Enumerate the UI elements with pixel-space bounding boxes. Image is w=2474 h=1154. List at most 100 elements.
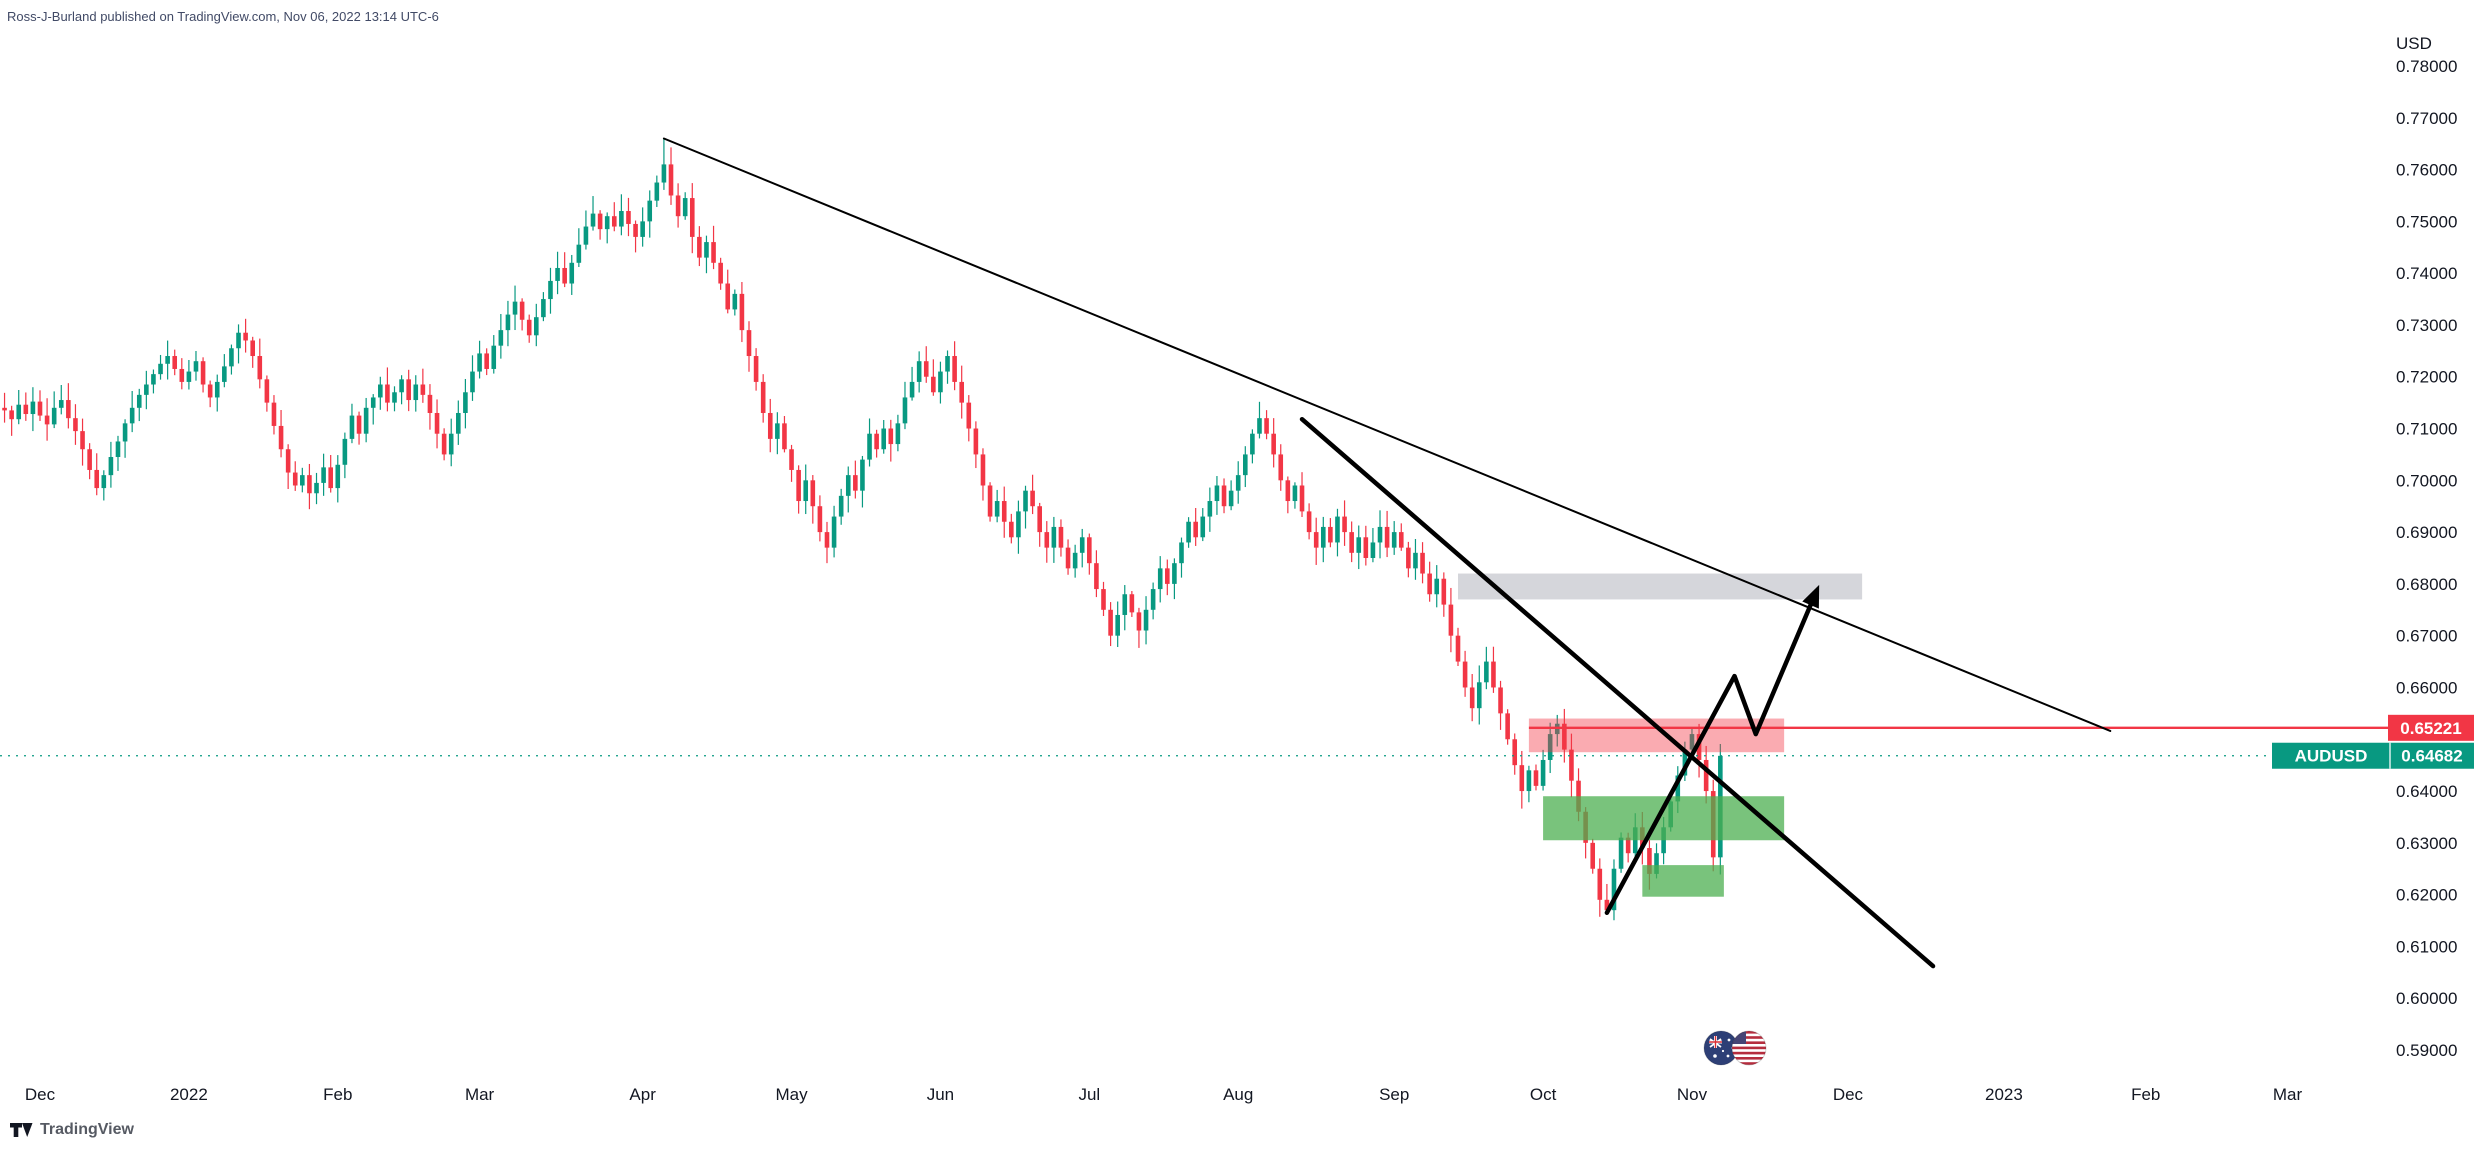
candle-body xyxy=(668,164,674,196)
candle-body xyxy=(300,475,305,486)
y-axis-tick-label: 0.67000 xyxy=(2396,627,2457,646)
candle-body xyxy=(916,361,922,382)
candle-body xyxy=(1342,516,1347,533)
candle-body xyxy=(597,213,603,230)
candle-body xyxy=(796,469,801,502)
candle-body xyxy=(236,332,241,349)
candle-body xyxy=(285,449,291,473)
y-axis-tick-label: 0.71000 xyxy=(2396,420,2457,439)
candle-body xyxy=(441,433,447,455)
candle-body xyxy=(803,480,809,502)
candle-body xyxy=(484,353,489,369)
candle-body xyxy=(1611,868,1617,911)
candle-body xyxy=(172,356,178,369)
candle-body xyxy=(1023,490,1028,512)
candle-body xyxy=(569,262,575,284)
candle-body xyxy=(477,353,482,372)
candle-body xyxy=(952,356,957,382)
candle-body xyxy=(661,164,667,183)
candle-body xyxy=(129,407,135,424)
candle-body xyxy=(1122,594,1128,615)
candle-body xyxy=(782,423,787,450)
y-axis-tick-label: 0.78000 xyxy=(2396,57,2457,76)
quote-currency-label: USD xyxy=(2396,34,2432,53)
candle-body xyxy=(817,506,823,533)
candle-body xyxy=(1094,563,1099,590)
candle-body xyxy=(1363,537,1369,558)
candle-body xyxy=(1257,418,1262,434)
candle-body xyxy=(1221,485,1227,507)
candle-body xyxy=(1427,573,1432,595)
candle-body xyxy=(619,211,624,227)
candle-body xyxy=(101,475,107,489)
candle-body xyxy=(1320,526,1326,548)
candle-body xyxy=(491,345,497,369)
candle-body xyxy=(1604,899,1610,911)
y-axis-tick-label: 0.73000 xyxy=(2396,316,2457,335)
candle-body xyxy=(1476,682,1482,709)
y-axis-tick-label: 0.69000 xyxy=(2396,523,2457,542)
candle-body xyxy=(1065,547,1071,569)
candle-body xyxy=(1625,837,1631,854)
y-axis-tick-label: 0.66000 xyxy=(2396,678,2457,697)
candle-body xyxy=(1044,532,1050,548)
candle-body xyxy=(229,348,234,367)
y-axis-tick-label: 0.70000 xyxy=(2396,471,2457,490)
candle-body xyxy=(406,379,411,401)
candle-body xyxy=(739,293,745,331)
candle-body xyxy=(966,402,972,429)
candle-body xyxy=(895,423,901,445)
candle-body xyxy=(1519,765,1525,792)
candle-body xyxy=(349,415,355,439)
candle-body xyxy=(1285,480,1291,502)
candle-body xyxy=(1540,759,1546,786)
candle-body xyxy=(370,397,376,408)
candle-body xyxy=(931,376,936,393)
candle-body xyxy=(853,475,858,491)
candle-body xyxy=(1037,506,1042,533)
candle-body xyxy=(845,475,851,496)
steep-descending-trendline xyxy=(1299,416,1936,969)
candle-body xyxy=(838,495,844,517)
candle-body xyxy=(66,400,71,419)
candle-body xyxy=(1179,542,1184,564)
candle-body xyxy=(945,356,950,372)
candle-body xyxy=(987,485,993,517)
candle-body xyxy=(51,407,57,425)
candle-body xyxy=(682,198,688,217)
candle-body xyxy=(697,236,702,258)
candle-body xyxy=(392,392,397,403)
candle-body xyxy=(1299,485,1305,512)
candle-body xyxy=(136,394,142,408)
candle-body xyxy=(1448,604,1454,636)
symbol-badge-label: AUDUSD xyxy=(2295,747,2368,766)
candle-body xyxy=(973,428,979,455)
candle-body xyxy=(1384,526,1390,548)
candle-body xyxy=(1186,521,1191,543)
candle-body xyxy=(526,319,532,336)
x-axis-tick-label: Oct xyxy=(1530,1085,1557,1104)
candle-body xyxy=(874,433,879,450)
candle-body xyxy=(1001,501,1007,522)
y-axis-tick-label: 0.72000 xyxy=(2396,368,2457,387)
candle-body xyxy=(427,394,433,413)
candle-body xyxy=(30,401,36,415)
candle-body xyxy=(1484,661,1489,683)
candle-body xyxy=(1491,661,1496,688)
candle-body xyxy=(1030,490,1035,507)
candle-body xyxy=(1512,739,1518,766)
candle-body xyxy=(1533,770,1539,786)
candle-body xyxy=(590,213,596,227)
candle-body xyxy=(938,371,943,393)
candle-body xyxy=(2,407,7,411)
candle-body xyxy=(881,428,887,450)
y-axis-tick-label: 0.68000 xyxy=(2396,575,2457,594)
y-axis-tick-label: 0.62000 xyxy=(2396,886,2457,905)
candle-body xyxy=(37,401,43,416)
candle-body xyxy=(1087,537,1092,564)
symbol-flags-watermark xyxy=(1702,1028,1772,1073)
candle-body xyxy=(335,464,341,489)
candle-body xyxy=(1207,501,1213,517)
usd-flag-icon xyxy=(1731,1030,1767,1066)
